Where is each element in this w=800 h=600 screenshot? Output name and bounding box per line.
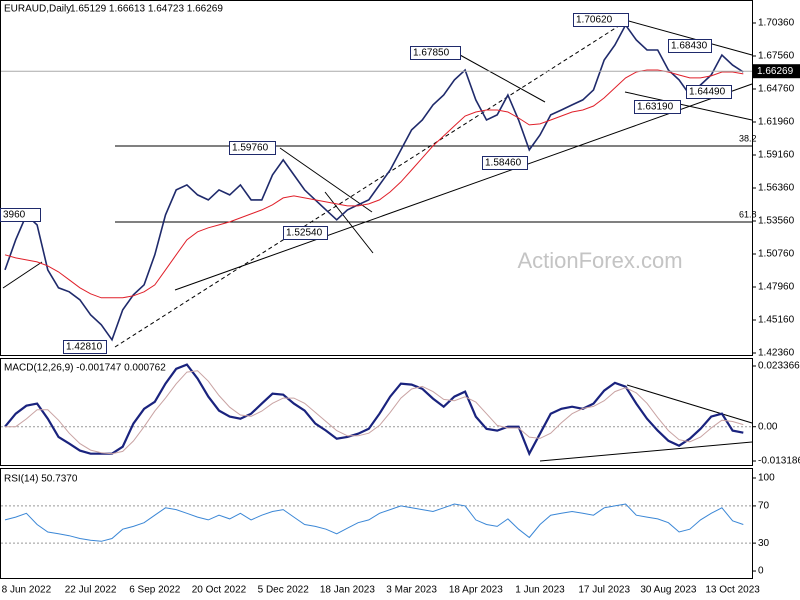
annotation: 1.64490: [689, 87, 726, 98]
y-tick-label: -0.013186: [758, 456, 800, 467]
annotation: 1.52540: [286, 228, 323, 239]
y-tick-label: 1.47960: [758, 282, 795, 293]
y-tick-label: 100: [758, 473, 775, 484]
annotation: 61.8: [739, 209, 757, 219]
annotation: 38.2: [739, 133, 757, 143]
price-label-box: [634, 100, 681, 114]
price-label-box: [63, 340, 107, 354]
x-tick-label: 5 Dec 2022: [258, 585, 310, 596]
y-tick-label: 0.023366: [758, 361, 800, 372]
watermark: ActionForex.com: [517, 248, 682, 273]
price-label-box: [0, 208, 41, 222]
trendlines: [2, 19, 753, 462]
x-tick-label: 6 Sep 2022: [129, 585, 181, 596]
x-tick-label: 30 Aug 2023: [640, 585, 697, 596]
series-line: [4, 363, 744, 457]
price-label-box: [410, 46, 461, 60]
series-line: [5, 370, 744, 455]
annotation: 1.42810: [66, 342, 103, 353]
trendline: [539, 441, 753, 462]
x-tick-label: 20 Oct 2022: [192, 585, 247, 596]
y-tick-label: 1.45160: [758, 315, 795, 326]
trendline: [626, 384, 753, 424]
panel-title: EURAUD,Daily: [4, 4, 71, 15]
x-tick-label: 1 Jun 2023: [515, 585, 565, 596]
macd-panel: [0, 358, 753, 466]
last-price-label: 1.66269: [757, 66, 794, 77]
trendline: [624, 91, 753, 121]
annotation: 3960: [3, 210, 26, 221]
price-label-box: [573, 13, 629, 27]
series-line: [4, 503, 744, 542]
y-tick-label: 0.00: [758, 421, 778, 432]
trendline: [459, 54, 546, 103]
y-tick-label: 1.67560: [758, 51, 795, 62]
series-line: [4, 23, 744, 342]
x-tick-label: 8 Jun 2022: [2, 585, 52, 596]
y-tick-label: 70: [758, 501, 770, 512]
y-tick-label: 30: [758, 538, 770, 549]
y-tick-label: 1.56360: [758, 183, 795, 194]
y-tick-label: 1.61960: [758, 117, 795, 128]
x-tick-label: 22 Jul 2022: [65, 585, 117, 596]
y-tick-label: 1.53560: [758, 216, 795, 227]
y-tick-label: 1.42360: [758, 348, 795, 359]
trendline: [174, 83, 753, 291]
rsi-panel: [0, 468, 753, 579]
x-tick-label: 18 Apr 2023: [449, 585, 503, 596]
y-tick-label: 0: [758, 566, 764, 577]
price-panel: [0, 0, 753, 356]
annotation: 1.63190: [637, 102, 674, 113]
price-label-box: [283, 226, 328, 240]
panel-subtitle: 1.65129 1.66613 1.64723 1.66269: [70, 4, 223, 15]
y-tick-label: 1.59160: [758, 150, 795, 161]
annotation: 1.70620: [576, 15, 613, 26]
y-tick-label: 1.50760: [758, 249, 795, 260]
price-label-box: [686, 85, 732, 99]
panel-title: MACD(12,26,9) -0.001747 0.000762: [4, 363, 166, 374]
x-tick-label: 18 Jan 2023: [320, 585, 375, 596]
trendline: [279, 147, 373, 213]
y-tick-label: 1.64760: [758, 84, 795, 95]
annotation: 1.68430: [671, 41, 708, 52]
trendline: [624, 19, 753, 56]
price-label-box: [668, 39, 712, 53]
trendline: [114, 21, 626, 348]
panel-title: RSI(14) 50.7370: [4, 474, 78, 485]
price-label-box: [229, 141, 276, 155]
annotation: 1.67850: [413, 48, 450, 59]
series-line: [4, 69, 744, 299]
y-tick-label: 1.70360: [758, 18, 795, 29]
annotation: 1.58460: [485, 158, 522, 169]
last-price-tag: [753, 64, 800, 79]
price-label-box: [482, 156, 528, 170]
x-tick-label: 13 Oct 2023: [705, 585, 760, 596]
x-tick-label: 3 Mar 2023: [386, 585, 437, 596]
trendline: [2, 261, 43, 289]
x-tick-label: 17 Jul 2023: [578, 585, 630, 596]
annotation: 1.59760: [232, 143, 269, 154]
